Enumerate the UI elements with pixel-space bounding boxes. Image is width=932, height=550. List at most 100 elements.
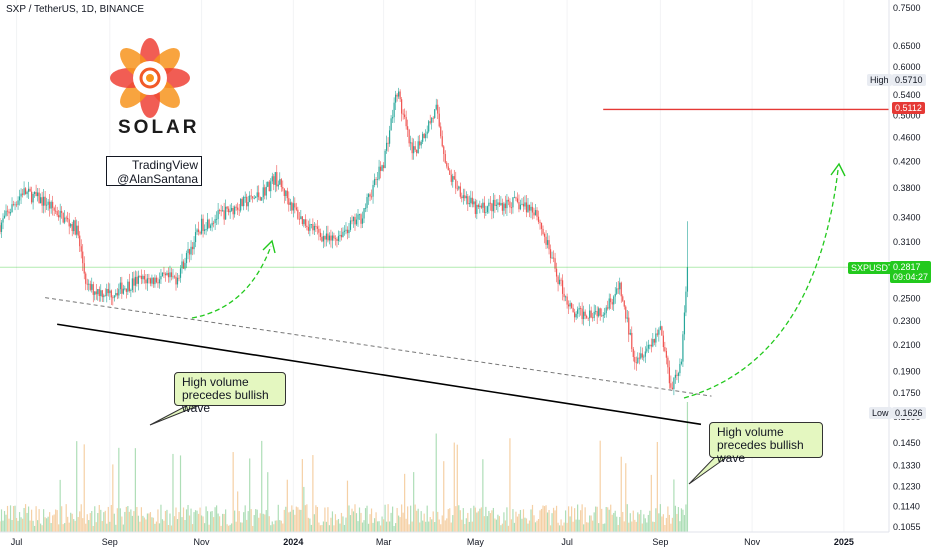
candle-body (482, 202, 484, 208)
candle-body (476, 204, 478, 214)
candle-body (271, 176, 273, 182)
volume-bar (169, 513, 171, 532)
volume-bar (148, 513, 150, 532)
volume-bar (246, 519, 248, 532)
volume-bar (626, 504, 628, 532)
candle-body (228, 208, 230, 213)
candle-body (452, 176, 454, 182)
arrowhead-small-icon (262, 239, 276, 254)
candle-body (250, 195, 252, 197)
volume-bar (467, 512, 469, 532)
volume-bar (595, 506, 597, 532)
candle-body (142, 275, 144, 280)
candle-body (542, 228, 544, 234)
candle-body (46, 204, 48, 206)
candle-body (179, 268, 182, 278)
volume-bar (62, 524, 64, 532)
volume-bar (343, 524, 346, 532)
volume-bar (528, 520, 531, 532)
candle-body (289, 202, 291, 205)
volume-bar (676, 513, 678, 532)
candle-body (85, 273, 87, 284)
candle-body (208, 219, 210, 228)
candle-body (581, 308, 583, 320)
candle-body (12, 204, 15, 205)
volume-bar (43, 509, 45, 532)
volume-bar (653, 521, 655, 532)
volume-bar (414, 504, 416, 532)
candle-body (140, 275, 142, 280)
candle-body (497, 202, 499, 205)
candle-body (507, 199, 510, 202)
volume-bar (27, 506, 30, 532)
volume-bar (497, 514, 499, 532)
volume-bar (379, 525, 382, 532)
candle-body (650, 344, 652, 347)
candle-body (157, 282, 159, 284)
volume-bar (330, 517, 332, 532)
volume-bar (355, 513, 358, 532)
volume-bar (213, 517, 215, 532)
volume-bar (382, 519, 385, 532)
volume-bar (203, 523, 206, 532)
candle-body (616, 288, 618, 294)
candle-body (647, 344, 649, 349)
volume-bar (76, 441, 78, 532)
candle-body (225, 206, 227, 220)
volume-bar (482, 459, 484, 532)
candle-body (38, 192, 40, 204)
candle-body (653, 339, 655, 343)
candle-body (560, 279, 562, 281)
candle-body (321, 236, 323, 242)
volume-bar (518, 513, 520, 532)
volume-bar (586, 522, 588, 532)
candle-body (164, 273, 167, 276)
candle-body (319, 232, 322, 237)
candle-body (531, 206, 534, 213)
time-tick-9: 2025 (834, 537, 854, 547)
candle-body (170, 272, 173, 277)
volume-bar (456, 444, 458, 532)
candle-body (255, 196, 257, 199)
volume-bar (513, 522, 516, 532)
candle-body (219, 210, 221, 212)
volume-bar (85, 523, 87, 532)
volume-bar (638, 514, 640, 532)
candle-body (21, 193, 24, 195)
volume-bar (240, 522, 242, 532)
price-tick-12: 0.2300 (893, 316, 921, 326)
candle-body (599, 308, 601, 316)
volume-bar (629, 513, 631, 532)
candle-body (86, 283, 88, 285)
volume-bar (182, 507, 185, 532)
volume-bar (97, 512, 99, 532)
volume-bar (361, 522, 364, 532)
volume-bar (37, 520, 39, 532)
candle-body (324, 236, 326, 240)
volume-bar (375, 512, 377, 532)
candle-body (109, 290, 111, 294)
candle-body (617, 288, 619, 290)
volume-bar (23, 507, 25, 532)
volume-bar (426, 505, 428, 532)
volume-bar (312, 455, 314, 532)
volume-bar (58, 524, 60, 532)
candle-body (558, 279, 561, 285)
volume-bar (235, 521, 237, 532)
candle-body (620, 282, 622, 297)
candle-body (614, 293, 616, 297)
time-tick-8: Nov (744, 537, 761, 547)
high-value: 0.5710 (892, 74, 926, 86)
candle-body (65, 217, 67, 219)
volume-bar (184, 520, 186, 532)
volume-bar (396, 507, 398, 532)
candle-body (619, 282, 621, 290)
volume-bar (88, 520, 90, 532)
candle-body (592, 317, 594, 319)
candle-body (504, 203, 507, 209)
candle-body (106, 288, 108, 296)
volume-bar (488, 510, 490, 532)
candle-body (188, 249, 191, 255)
volume-bar (11, 519, 13, 532)
